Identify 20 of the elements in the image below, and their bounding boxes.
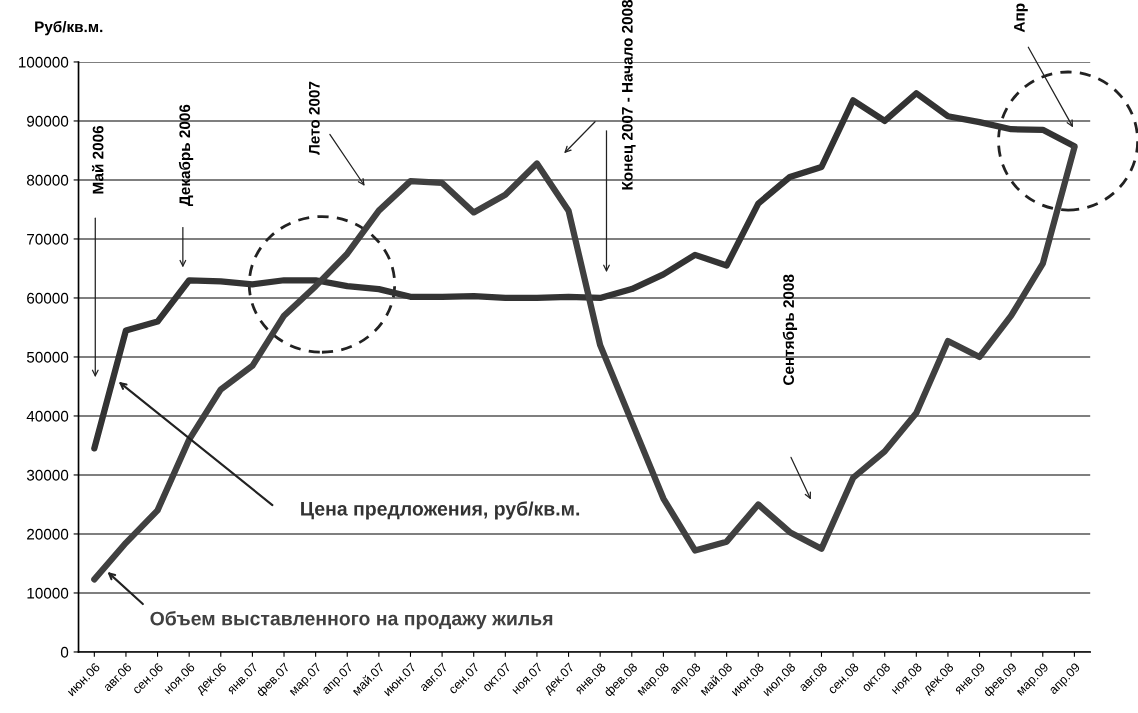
y-tick-label: 50000 [26, 351, 69, 363]
annotation: Май 2006 [91, 125, 104, 194]
y-axis-title: Руб/кв.м. [35, 20, 103, 36]
text: Объем выставленного на продажу жилья [150, 610, 553, 630]
y-tick-label: 30000 [26, 469, 69, 481]
annotation: Декабрь 2006 [178, 104, 194, 207]
y-tick-label: 90000 [27, 115, 69, 127]
y-tick-label: 60000 [27, 292, 69, 304]
y-tick-label: 80000 [26, 174, 69, 186]
annotation: Сентябрь 2008 [782, 274, 798, 385]
y-tick-label: 100000 [18, 56, 69, 68]
y-tick-label: 70000 [27, 233, 69, 245]
annotation: Конец 2007 - Начало 2008 [621, 0, 636, 190]
text: Апр [1014, 3, 1028, 33]
y-tick-label: 20000 [27, 528, 69, 540]
annotation: Лето 2007 [308, 81, 320, 155]
y-tick-label: 40000 [26, 410, 69, 422]
text: Цена предложения, руб/кв.м. [301, 501, 580, 520]
y-tick-label: 10000 [27, 587, 69, 599]
y-tick-label: 0 [60, 646, 69, 658]
